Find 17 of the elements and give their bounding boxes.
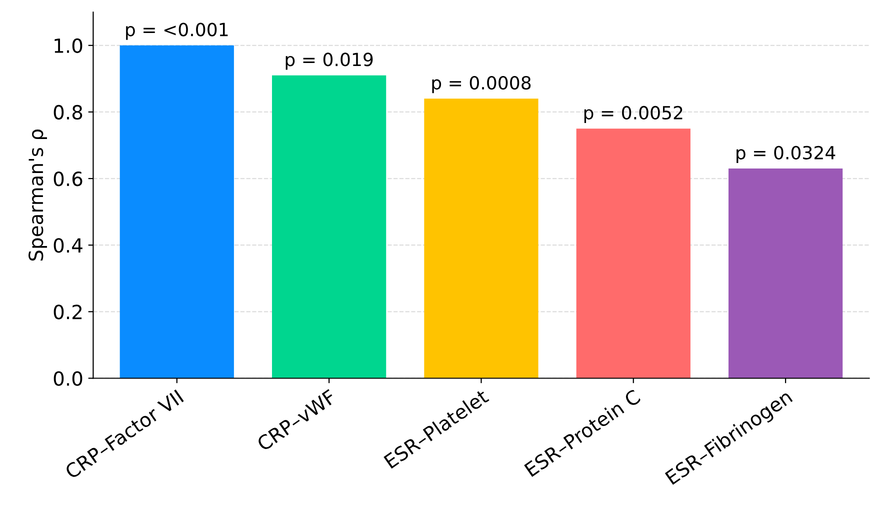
bar	[120, 45, 234, 378]
y-tick-label: 0.8	[54, 104, 82, 120]
bar	[728, 168, 843, 378]
annotation: p = <0.001	[126, 22, 228, 40]
y-tick-label: 0.4	[54, 238, 82, 253]
bar	[272, 75, 386, 378]
bar	[576, 128, 690, 378]
annotation: p = 0.0324	[736, 146, 836, 163]
y-tick-label: 0.6	[54, 171, 82, 186]
annotation: p = 0.0008	[432, 76, 531, 94]
y-tick-label: 0.0	[54, 371, 82, 386]
y-tick-label: 1.0	[54, 38, 82, 54]
bar	[424, 98, 538, 378]
annotation: p = 0.019	[286, 52, 373, 70]
annotation: p = 0.0052	[584, 106, 682, 124]
y-tick-label: 0.2	[54, 304, 82, 320]
y-axis-title: Spearman's ρ	[28, 130, 47, 261]
